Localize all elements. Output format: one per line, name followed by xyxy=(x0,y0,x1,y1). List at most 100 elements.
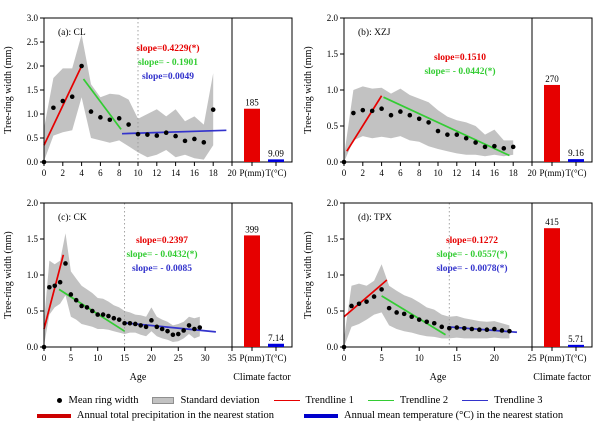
mean-ring-width-point xyxy=(63,261,68,266)
annual-mean-temperature-bar xyxy=(268,343,284,347)
trendline-1 xyxy=(43,254,65,330)
y-tick-label: 2.0 xyxy=(327,13,339,23)
trendline-1 xyxy=(343,279,388,318)
mean-ring-width-point xyxy=(88,109,94,114)
slope-annotation: slope= - 0.0085 xyxy=(132,264,192,274)
x-tick-label: 18 xyxy=(209,168,219,178)
annual-total-precipitation-value: 270 xyxy=(545,74,559,84)
y-tick-label: 2.5 xyxy=(27,37,39,47)
std-deviation-swatch-icon xyxy=(152,397,175,404)
climate-factor-label: Climate factor xyxy=(533,372,591,383)
mean-ring-width-point xyxy=(477,327,482,333)
std-deviation-band xyxy=(44,233,200,346)
y-tick-label: 1.0 xyxy=(327,270,339,280)
annual-total-precipitation-bar xyxy=(544,228,560,347)
mean-ring-width-point xyxy=(446,325,452,331)
panel-title: (b): XZJ xyxy=(358,27,391,38)
mean-ring-width-point xyxy=(79,303,84,309)
panel-title: (d): TPX xyxy=(358,212,392,223)
legend-label: Trendline 2 xyxy=(399,395,449,406)
mean-ring-width-point xyxy=(135,131,141,137)
mean-ring-width-point xyxy=(57,279,63,285)
panel-c-ck: 0.0 0.5 1.0 1.5 2.0 0 5 10 15 20 25 30 35 399 P(mm) 7.1… xyxy=(0,189,300,394)
annual-mean-temperature-value: 9.16 xyxy=(568,148,584,158)
mean-ring-width-point xyxy=(111,315,117,321)
climate-line-swatch-icon xyxy=(304,413,339,418)
mean-ring-width-point xyxy=(426,120,431,125)
trendline-swatch-icon xyxy=(367,400,394,401)
mean-ring-width-point xyxy=(90,308,95,314)
x-tick-label: 14 xyxy=(471,168,481,178)
legend-item: Mean ring width xyxy=(57,395,138,406)
mean-ring-width-point xyxy=(126,122,131,127)
mean-ring-width-point xyxy=(482,144,488,150)
y-tick-label: 2.0 xyxy=(27,198,39,208)
x-tick-label: 18 xyxy=(509,168,519,178)
y-tick-label: 0.5 xyxy=(327,306,339,316)
mean-ring-width-point xyxy=(499,328,505,333)
y-tick-label: 1.5 xyxy=(27,234,39,244)
y-tick-label: 1.5 xyxy=(27,85,39,95)
mean-ring-width-point xyxy=(454,132,460,137)
y-tick-label: 0.0 xyxy=(327,342,339,352)
mean-ring-width-point xyxy=(138,323,143,328)
y-tick-label: 0.5 xyxy=(27,306,39,316)
mean-ring-width-point xyxy=(127,320,133,326)
mean-ring-width-point xyxy=(122,320,127,326)
x-tick-label: 20 xyxy=(147,353,157,363)
annual-total-precipitation-bar xyxy=(244,235,260,347)
mean-ring-width-point xyxy=(394,310,399,315)
mean-ring-width-point xyxy=(439,324,445,330)
bar-axis-label: T(°C) xyxy=(265,353,286,363)
panel-d-tpx: 0.0 0.5 1.0 1.5 2.0 0 5 10 15 20 25 415 P(mm) 5.71 T(°… xyxy=(300,189,600,394)
mean-ring-width-point xyxy=(51,105,56,111)
mean-ring-width-point xyxy=(106,313,111,319)
chart-b: 0.0 0.5 1.0 1.5 2.0 0 2 4 6 8 10 12 14 16 18 20 270 P(mm)… xyxy=(303,13,593,178)
annual-mean-temperature-value: 5.71 xyxy=(568,334,584,344)
trendline-2 xyxy=(383,96,510,157)
y-tick-label: 2.0 xyxy=(327,198,339,208)
annual-total-precipitation-bar xyxy=(244,108,260,162)
slope-annotation: slope=0.1272 xyxy=(446,236,498,246)
mean-ring-width-point xyxy=(52,283,58,289)
y-tick-label: 1.5 xyxy=(327,234,339,244)
mean-ring-width-point xyxy=(98,115,103,120)
x-tick-label: 2 xyxy=(361,168,366,178)
mean-ring-width-point xyxy=(100,312,106,317)
mean-ring-width-point xyxy=(507,328,512,334)
y-tick-label: 0.0 xyxy=(27,342,39,352)
x-tick-label: 20 xyxy=(228,168,238,178)
y-tick-label: 0.0 xyxy=(27,157,39,167)
mean-ring-width-point xyxy=(116,116,122,121)
mean-ring-width-point xyxy=(369,108,375,114)
mean-ring-width-point xyxy=(492,143,497,149)
mean-ring-width-point xyxy=(84,305,90,310)
x-tick-label: 30 xyxy=(201,353,211,363)
y-axis-title: Tree-ring width (mm) xyxy=(3,46,14,133)
mean-ring-width-point xyxy=(454,325,460,330)
x-tick-label: 0 xyxy=(342,353,347,363)
mean-ring-width-point xyxy=(165,328,170,334)
y-tick-label: 2.0 xyxy=(27,61,39,71)
mean-ring-width-point xyxy=(379,287,384,292)
mean-ring-width-point xyxy=(79,63,84,69)
slope-annotation: slope=0.1510 xyxy=(434,53,486,63)
x-tick-label: 15 xyxy=(452,353,462,363)
legend-label: Trendline 1 xyxy=(305,395,354,406)
mean-ring-width-point xyxy=(95,312,101,317)
mean-ring-width-point xyxy=(149,318,154,323)
bar-axis-label: P(mm) xyxy=(239,168,264,178)
mean-ring-width-point xyxy=(68,292,74,297)
trendline-2 xyxy=(381,295,446,336)
bar-axis-label: T(°C) xyxy=(565,168,586,178)
mean-ring-width-point xyxy=(416,116,422,122)
annual-mean-temperature-value: 9.09 xyxy=(268,148,284,158)
y-tick-label: 1.5 xyxy=(327,49,339,59)
x-tick-label: 12 xyxy=(452,168,461,178)
annual-total-precipitation-value: 399 xyxy=(245,224,259,234)
trendline-swatch-icon xyxy=(462,400,489,401)
slope-annotation: slope= - 0.0557(*) xyxy=(436,249,507,260)
mean-ring-width-point xyxy=(445,132,450,137)
annual-mean-temperature-bar xyxy=(568,159,584,162)
slope-annotation: slope=0.0049 xyxy=(142,72,194,82)
